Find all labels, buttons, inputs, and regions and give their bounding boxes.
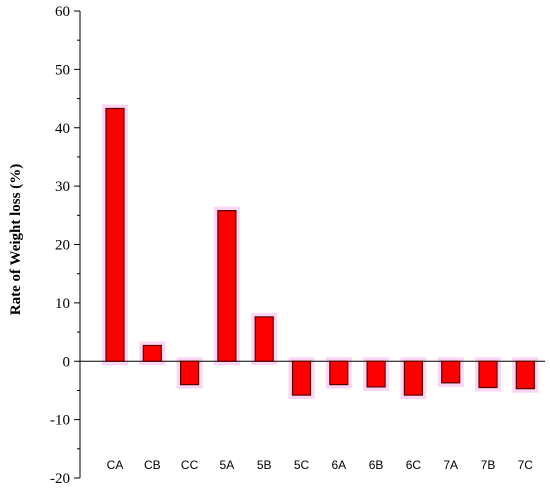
category-label: CB xyxy=(144,458,161,472)
bar xyxy=(105,107,125,362)
category-label: CC xyxy=(181,458,199,472)
bar xyxy=(291,360,312,396)
category-label: 6A xyxy=(331,458,346,472)
category-label: CA xyxy=(107,458,124,472)
bar xyxy=(329,360,349,386)
y-ticks: -20 -10 0 10 20 30 40 50 60 xyxy=(50,4,80,487)
y-tick-label: -20 xyxy=(50,471,70,487)
bar xyxy=(142,344,162,362)
category-label: 7A xyxy=(443,458,458,472)
bar xyxy=(366,360,386,388)
category-labels: CA CB CC 5A 5B 5C 6A 6B 6C 7A 7B 7C xyxy=(107,458,534,472)
category-label: 7C xyxy=(518,458,534,472)
bar xyxy=(441,360,461,384)
y-tick-label: 0 xyxy=(63,354,71,370)
category-label: 6C xyxy=(406,458,422,472)
bar-halo-layer xyxy=(102,104,539,400)
bar xyxy=(180,360,200,386)
category-label: 5A xyxy=(220,458,235,472)
bars xyxy=(105,107,535,396)
y-tick-label: 60 xyxy=(55,4,70,20)
bar xyxy=(254,316,274,362)
y-tick-label: 30 xyxy=(55,179,70,195)
category-label: 5C xyxy=(294,458,310,472)
category-label: 6B xyxy=(369,458,384,472)
y-tick-label: 40 xyxy=(55,121,70,137)
y-tick-label: -10 xyxy=(50,413,70,429)
y-tick-label: 10 xyxy=(55,296,70,312)
bar xyxy=(217,210,237,362)
y-tick-label: 50 xyxy=(55,62,70,78)
bar xyxy=(515,360,535,390)
y-axis-label: Rate of Weight loss (%) xyxy=(8,164,24,315)
category-label: 5B xyxy=(257,458,272,472)
axes: -20 -10 0 10 20 30 40 50 60 xyxy=(50,4,545,487)
category-label: 7B xyxy=(481,458,496,472)
bar xyxy=(478,360,498,389)
bar xyxy=(403,360,423,396)
y-tick-label: 20 xyxy=(55,238,70,254)
